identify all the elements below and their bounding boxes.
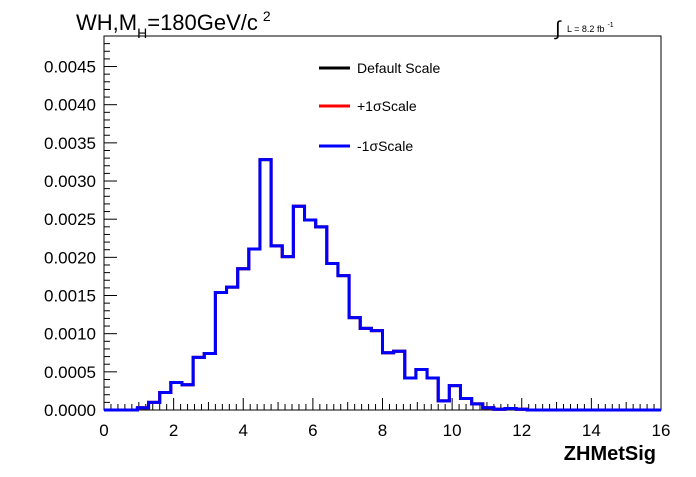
series-line-2 (104, 158, 661, 412)
chart-title: WH,MH=180GeV/c 2 (76, 8, 271, 41)
x-tick-label: 2 (169, 421, 178, 440)
x-tick-label: 16 (652, 421, 671, 440)
legend-label: +1σScale (357, 98, 417, 114)
x-axis-label: ZHMetSig (564, 443, 656, 465)
x-tick-label: 12 (512, 421, 531, 440)
y-tick-label: 0.0005 (44, 363, 96, 382)
x-tick-label: 6 (308, 421, 317, 440)
x-tick-label: 10 (443, 421, 462, 440)
legend-label: Default Scale (357, 60, 440, 76)
y-tick-label: 0.0040 (44, 96, 96, 115)
y-tick-label: 0.0025 (44, 210, 96, 229)
legend: Default Scale +1σScale -1σScale (319, 60, 440, 154)
series-layer (104, 158, 661, 412)
y-tick-label: 0.0030 (44, 172, 96, 191)
lumi-label: L = 8.2 fb -1 (567, 22, 614, 34)
y-axis: 0.0000 0.0005 0.0010 0.0015 0.0020 0.0025 0.00… (44, 35, 117, 420)
x-tick-label: 8 (378, 421, 387, 440)
y-tick-label: 0.0010 (44, 325, 96, 344)
x-tick-label: 14 (582, 421, 601, 440)
x-tick-label: 4 (239, 421, 248, 440)
y-tick-label: 0.0035 (44, 134, 96, 153)
y-tick-label: 0.0000 (44, 401, 96, 420)
y-tick-label: 0.0015 (44, 287, 96, 306)
x-tick-label: 0 (99, 421, 108, 440)
y-tick-label: 0.0020 (44, 248, 96, 267)
legend-label: -1σScale (357, 138, 413, 154)
lumi-integral-symbol: ∫ (554, 18, 562, 40)
y-tick-label: 0.0045 (44, 58, 96, 77)
